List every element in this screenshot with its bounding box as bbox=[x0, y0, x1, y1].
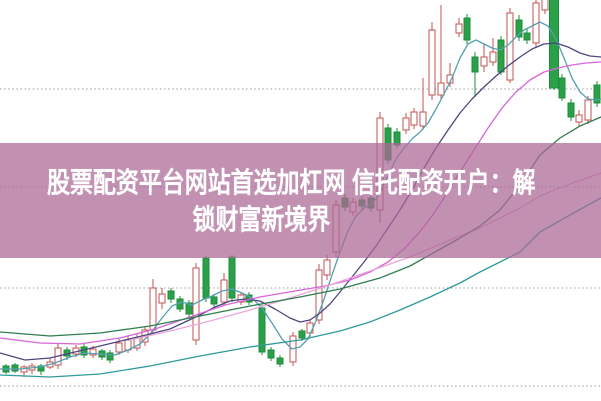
promo-headline-line1: 股票配资平台网站首选加杠网 信托配资开户：解 bbox=[46, 166, 536, 198]
candle-down bbox=[593, 81, 601, 107]
candle-down bbox=[167, 288, 175, 303]
promo-banner-overlay: 股票配资平台网站首选加杠网 信托配资开户：解 锁财富新境界 bbox=[0, 143, 601, 258]
candle-down bbox=[185, 300, 193, 317]
candle-up bbox=[419, 78, 427, 130]
candle-down bbox=[11, 363, 19, 373]
candle-down bbox=[202, 256, 210, 302]
candle-up bbox=[455, 18, 463, 37]
candle-down bbox=[558, 74, 566, 101]
candle-up bbox=[506, 8, 514, 83]
candle-down bbox=[497, 36, 505, 75]
promo-headline-line2: 锁财富新境界 bbox=[192, 203, 331, 235]
candle-up bbox=[428, 22, 436, 100]
candle-up bbox=[323, 255, 331, 280]
candle-up bbox=[410, 108, 418, 129]
candle-up bbox=[584, 96, 592, 124]
candle-up bbox=[489, 38, 497, 66]
candle-down bbox=[567, 99, 575, 121]
candle-down bbox=[106, 350, 114, 363]
candle-down bbox=[258, 305, 266, 355]
candle-down bbox=[276, 355, 284, 367]
candle-down bbox=[549, 0, 559, 90]
candle-down bbox=[210, 294, 218, 307]
candle-down bbox=[267, 347, 275, 361]
candle-down bbox=[515, 15, 523, 41]
candle-up bbox=[541, 0, 549, 14]
candle-down bbox=[471, 52, 479, 97]
candle-up bbox=[575, 110, 583, 126]
candle-up bbox=[402, 113, 410, 134]
candle-up bbox=[437, 5, 445, 99]
candle-down bbox=[37, 364, 45, 375]
candle-down bbox=[228, 255, 236, 302]
candle-up bbox=[480, 43, 488, 72]
candle-down bbox=[463, 14, 471, 44]
candle-down bbox=[523, 28, 531, 44]
candle-up bbox=[158, 288, 166, 309]
